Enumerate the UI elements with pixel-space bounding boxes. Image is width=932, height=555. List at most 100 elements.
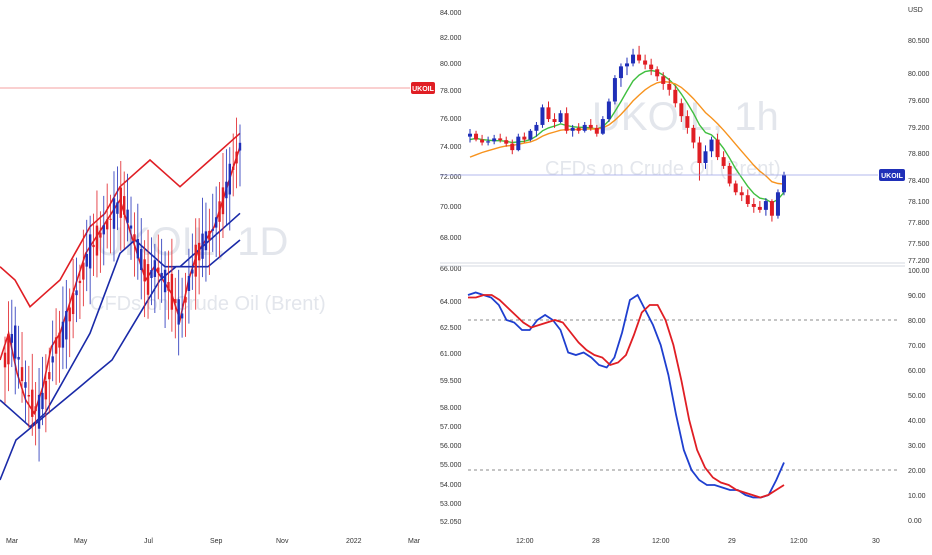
candle-body [540,107,545,125]
right-price-tick: 80.500 [908,38,930,45]
left-candle-body [85,253,88,267]
candle-body [606,101,611,120]
candle-body [510,143,515,151]
candle-body [739,192,744,196]
left-candle-body [105,219,109,230]
left-price-tick: 84.000 [440,10,462,17]
stochastic-d-line [468,294,785,499]
candle-body [618,66,623,79]
left-price-tick: 64.000 [440,299,462,306]
stochastic-levels [468,319,900,471]
candle-body [564,113,569,131]
candle-body [570,127,575,131]
left-price-tick: 61.000 [440,351,462,358]
right-price-tick: 78.400 [908,178,930,185]
left-candle-body [71,293,75,315]
left-candle-body [204,231,208,251]
left-price-tick: 76.000 [440,116,462,123]
stochastic-tick: 20.00 [908,468,926,475]
left-panel[interactable]: UKOIL, 1D CFDs on Crude Oil (Brent) UKOI… [0,82,435,545]
ma-slow-line [469,80,785,185]
left-candle-body [129,225,133,229]
candle-body [709,139,714,152]
candle-body [637,54,642,61]
left-candle-body [194,244,197,277]
candle-body [468,133,472,137]
candle-body [546,107,551,120]
left-candle-body [34,406,37,412]
left-candle-body [163,269,167,293]
left-candle-body [119,187,122,218]
left-x-tick: Mar [408,538,421,545]
candle-body [582,124,587,131]
left-candle-body [92,244,95,248]
stochastic-tick: 10.00 [908,493,926,500]
candle-body [763,201,768,210]
left-candle-body [225,181,228,199]
stochastic-tick: 60.00 [908,368,926,375]
candle-body [691,127,696,143]
candle-body [558,113,563,122]
left-x-tick: 2022 [346,538,362,545]
candle-body [625,63,629,67]
left-candle-body [146,264,150,295]
left-candle-body [238,142,242,151]
right-x-tick: 12:00 [790,538,808,545]
stochastic-axis: 100.00 90.00 80.00 70.00 60.00 50.00 40.00 30.0… [908,268,930,525]
stochastic-tick: 70.00 [908,343,926,350]
candle-body [576,127,581,131]
candle-body [679,103,684,117]
left-candle-body [231,166,235,170]
left-candle-body [201,233,204,259]
stochastic-tick: 100.00 [908,268,930,275]
left-candle-body [136,238,140,259]
left-price-tick: 74.000 [440,144,462,151]
candle-body [673,89,678,104]
left-candle-body [112,198,116,229]
left-candle-body [82,262,85,280]
right-price-tick: 77.500 [908,241,930,248]
left-candle-body [75,290,78,296]
right-panel[interactable]: UKOIL, 1h CFDs on Crude Oil (Brent) USD … [440,7,930,545]
left-candle-body [235,151,238,164]
left-candle-body [99,232,102,238]
left-price-tick: 59.500 [440,378,462,385]
left-candle-body [228,163,231,195]
right-watermark-symbol: UKOIL, 1h [592,95,779,139]
left-candle-body [78,280,82,284]
right-x-tick: 12:00 [652,538,670,545]
right-price-tick: 80.000 [908,71,930,78]
left-candle-body [37,394,41,429]
left-candle-body [191,269,194,274]
left-candle-body [153,260,157,277]
right-x-tick: 28 [592,538,600,545]
candle-body [522,136,527,140]
right-time-axis: 12:00 28 12:00 29 12:00 30 [516,538,880,545]
left-candle-body [68,307,71,322]
right-x-tick: 30 [872,538,880,545]
candle-body [733,183,738,193]
left-candle-body [140,249,143,271]
left-candle-body [14,325,17,359]
candle-body [528,130,533,140]
left-candle-body [180,313,184,319]
left-x-tick: May [74,538,88,545]
left-candle-body [143,259,146,282]
left-price-tick: 82.000 [440,35,462,42]
left-candle-body [88,234,92,269]
stochastic-tick: 50.00 [908,393,926,400]
right-price-tick: 77.800 [908,220,930,227]
candle-body [492,138,497,142]
left-candle-body [24,382,27,388]
left-price-tick: 68.000 [440,235,462,242]
left-candle-body [187,275,191,291]
left-candle-body [184,296,187,303]
candle-body [588,124,593,128]
candle-body [697,142,702,163]
candle-body [769,201,774,216]
left-candle-body [54,337,58,354]
left-candle-body [170,273,174,310]
left-candle-body [133,234,136,242]
